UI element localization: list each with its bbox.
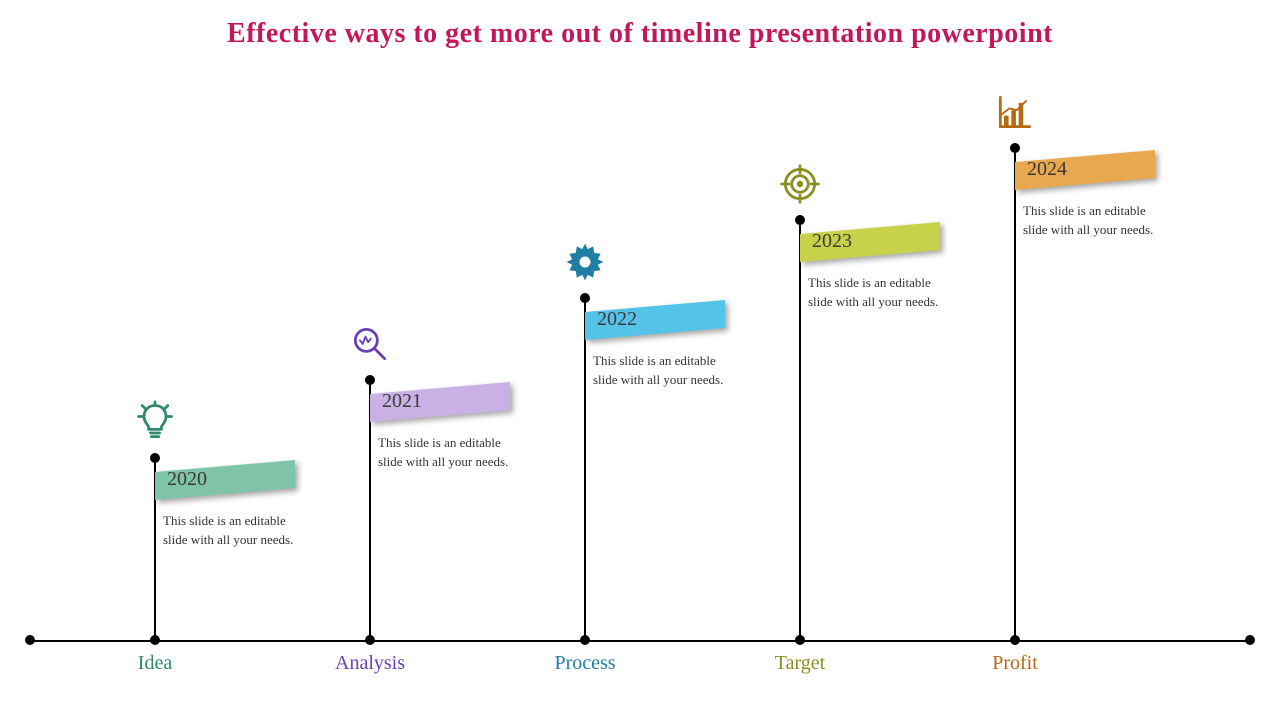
item-description: This slide is an editable slide with all…	[378, 434, 528, 472]
year-label: 2023	[812, 230, 852, 253]
axis-end-dot	[1245, 635, 1255, 645]
axis-start-dot	[25, 635, 35, 645]
category-label: Analysis	[335, 652, 405, 675]
category-label: Idea	[138, 652, 172, 675]
year-label: 2021	[382, 390, 422, 413]
timeline-stem	[799, 220, 801, 640]
timeline-base-dot	[365, 635, 375, 645]
timeline-axis	[30, 640, 1250, 642]
bulb-icon	[133, 400, 177, 444]
item-description: This slide is an editable slide with all…	[1023, 202, 1173, 240]
timeline-stem	[1014, 148, 1016, 640]
slide-title: Effective ways to get more out of timeli…	[0, 18, 1280, 50]
year-flag: 2021	[370, 382, 510, 422]
year-flag: 2020	[155, 460, 295, 500]
item-description: This slide is an editable slide with all…	[593, 352, 743, 390]
timeline-base-dot	[150, 635, 160, 645]
target-icon	[778, 162, 822, 206]
timeline-base-dot	[1010, 635, 1020, 645]
gear-icon	[563, 240, 607, 284]
category-label: Target	[775, 652, 825, 675]
item-description: This slide is an editable slide with all…	[808, 274, 958, 312]
chart-icon	[993, 90, 1037, 134]
year-label: 2020	[167, 468, 207, 491]
category-label: Profit	[992, 652, 1038, 675]
timeline-base-dot	[795, 635, 805, 645]
timeline-stem	[584, 298, 586, 640]
year-label: 2022	[597, 308, 637, 331]
category-label: Process	[554, 652, 615, 675]
magnify-icon	[348, 322, 392, 366]
year-label: 2024	[1027, 158, 1067, 181]
year-flag: 2024	[1015, 150, 1155, 190]
year-flag: 2022	[585, 300, 725, 340]
item-description: This slide is an editable slide with all…	[163, 512, 313, 550]
timeline-base-dot	[580, 635, 590, 645]
year-flag: 2023	[800, 222, 940, 262]
